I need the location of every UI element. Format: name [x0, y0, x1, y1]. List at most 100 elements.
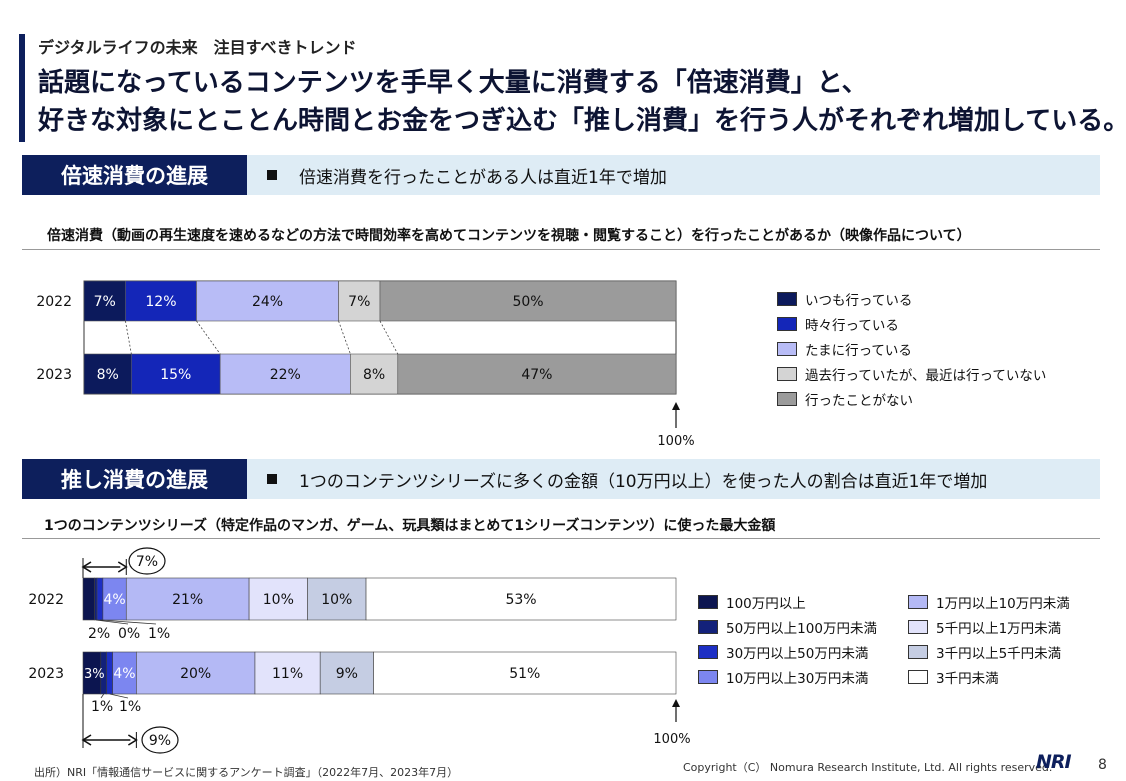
section-summary-baisoku: 倍速消費を行ったことがある人は直近1年で増加: [247, 155, 1100, 195]
legend-swatch: [908, 620, 928, 634]
small-data-label: 1%: [91, 699, 113, 715]
legend-swatch: [698, 620, 718, 634]
category-label: 2023: [28, 666, 64, 682]
small-data-label: 0%: [118, 626, 140, 642]
legend-swatch: [777, 342, 797, 356]
data-label: 24%: [252, 294, 283, 310]
legend-label: 3千円以上5千円未満: [936, 646, 1062, 662]
bar-segment: [96, 577, 104, 621]
section-header-baisoku: 倍速消費の進展: [22, 155, 247, 195]
data-label: 10%: [321, 592, 352, 608]
legend-swatch: [777, 317, 797, 331]
legend-label: 10万円以上30万円未満: [726, 671, 869, 687]
summary-text: 倍速消費を行ったことがある人は直近1年で増加: [299, 167, 667, 188]
legend-item: 3千円以上5千円未満: [908, 642, 1061, 662]
legend-label: 50万円以上100万円未満: [726, 621, 877, 637]
legend-swatch: [777, 392, 797, 406]
leader-line: [109, 693, 129, 699]
data-label: 8%: [363, 367, 385, 383]
section-summary-oshi: 1つのコンテンツシリーズに多くの金額（10万円以上）を使った人の割合は直近1年で…: [247, 459, 1100, 499]
legend-label: たまに行っている: [805, 343, 912, 359]
data-label: 9%: [336, 666, 358, 682]
legend-item: 過去行っていたが、最近は行っていない: [777, 364, 1046, 384]
data-label: 7%: [348, 294, 370, 310]
category-label: 2023: [36, 367, 72, 383]
bar-segment: [94, 577, 98, 621]
total-label: 7%: [136, 554, 158, 570]
data-label: 12%: [145, 294, 176, 310]
accent-bar: [19, 34, 25, 142]
bar-segment: [125, 577, 250, 621]
chart-title-oshi: 1つのコンテンツシリーズ（特定作品のマンガ、ゲーム、玩具類はまとめて1シリーズコ…: [44, 518, 776, 534]
data-label: 22%: [270, 367, 301, 383]
data-label: 7%: [94, 294, 116, 310]
legend-item: たまに行っている: [777, 339, 912, 359]
connector-line: [338, 320, 351, 355]
legend-item: 30万円以上50万円未満: [698, 642, 868, 662]
data-label: 3%: [84, 667, 105, 682]
data-label: 53%: [505, 592, 536, 608]
legend-swatch: [698, 595, 718, 609]
bar-segment: [248, 577, 308, 621]
legend-label: 1万円以上10万円未満: [936, 596, 1070, 612]
chart-oshi: 2022 2023 4% 21% 10% 10% 53% 4% 20% 11% 9% 51% 2% 0% 1…: [28, 547, 691, 754]
bullet-square-icon: [267, 170, 277, 180]
connector-line: [196, 320, 221, 355]
legend-label: 時々行っている: [805, 318, 899, 334]
page-subtitle: デジタルライフの未来 注目すべきトレンド: [38, 38, 357, 57]
legend-swatch: [908, 645, 928, 659]
legend-swatch: [908, 670, 928, 684]
data-label: 4%: [113, 666, 135, 682]
bar-segment: [82, 577, 95, 621]
section-header-oshi: 推し消費の進展: [22, 459, 247, 499]
total-label: 9%: [149, 733, 171, 749]
bar-segment: [350, 353, 399, 395]
bullet-square-icon: [267, 474, 277, 484]
legend-item: 時々行っている: [777, 314, 899, 334]
data-label: 15%: [160, 367, 191, 383]
data-label: 21%: [172, 592, 203, 608]
data-label: 10%: [263, 592, 294, 608]
legend-label: いつも行っている: [805, 293, 913, 309]
source-note: 出所）NRI「情報通信サービスに関するアンケート調査」（2022年7月、2023…: [34, 766, 459, 779]
bar-segment: [307, 577, 367, 621]
legend-swatch: [698, 670, 718, 684]
legend-label: 過去行っていたが、最近は行っていない: [805, 368, 1047, 384]
data-label: 51%: [509, 666, 540, 682]
bar-segment: [196, 280, 339, 322]
headline-line-1: 話題になっているコンテンツを手早く大量に消費する「倍速消費」と、: [38, 68, 868, 98]
legend-label: 3千円未満: [936, 671, 999, 687]
legend-item: 行ったことがない: [777, 389, 913, 409]
bar-segment: [365, 577, 677, 621]
bar-segment: [136, 651, 256, 695]
data-label: 50%: [512, 294, 543, 310]
headline-line-2: 好きな対象にとことん時間とお金をつぎ込む「推し消費」を行う人がそれぞれ増加してい…: [38, 106, 1126, 136]
arrow-head-icon: [672, 699, 680, 707]
small-data-label: 1%: [119, 699, 141, 715]
bar-segment: [254, 651, 321, 695]
nri-logo: NRI: [1036, 751, 1072, 773]
leader-line: [100, 693, 105, 699]
legend-label: 5千円以上1万円未満: [936, 621, 1062, 637]
legend-swatch: [777, 292, 797, 306]
legend-swatch: [777, 367, 797, 381]
chart-title-baisoku: 倍速消費（動画の再生速度を速めるなどの方法で時間効率を高めてコンテンツを視聴・閲…: [47, 228, 971, 244]
legend-item: 50万円以上100万円未満: [698, 617, 877, 637]
connector-line: [379, 320, 399, 355]
legend-swatch: [908, 595, 928, 609]
legend-item: 100万円以上: [698, 592, 806, 612]
leader-line: [99, 619, 157, 625]
chart-baisoku: 7% 12% 24% 7% 50% 2022 8% 15% 22% 8% 47% 2023 100%: [36, 280, 695, 449]
arrow-head-icon: [672, 402, 680, 410]
total-badge: [128, 547, 166, 575]
legend-label: 100万円以上: [726, 596, 806, 612]
legend-item: いつも行っている: [777, 289, 912, 309]
data-label: 4%: [103, 592, 125, 608]
category-label: 2022: [28, 592, 64, 608]
end-label: 100%: [657, 434, 694, 449]
legend-label: 30万円以上50万円未満: [726, 646, 869, 662]
data-label: 47%: [521, 367, 552, 383]
page-number: 8: [1098, 757, 1107, 773]
bar-segment: [83, 280, 126, 322]
legend-item: 5千円以上1万円未満: [908, 617, 1061, 637]
